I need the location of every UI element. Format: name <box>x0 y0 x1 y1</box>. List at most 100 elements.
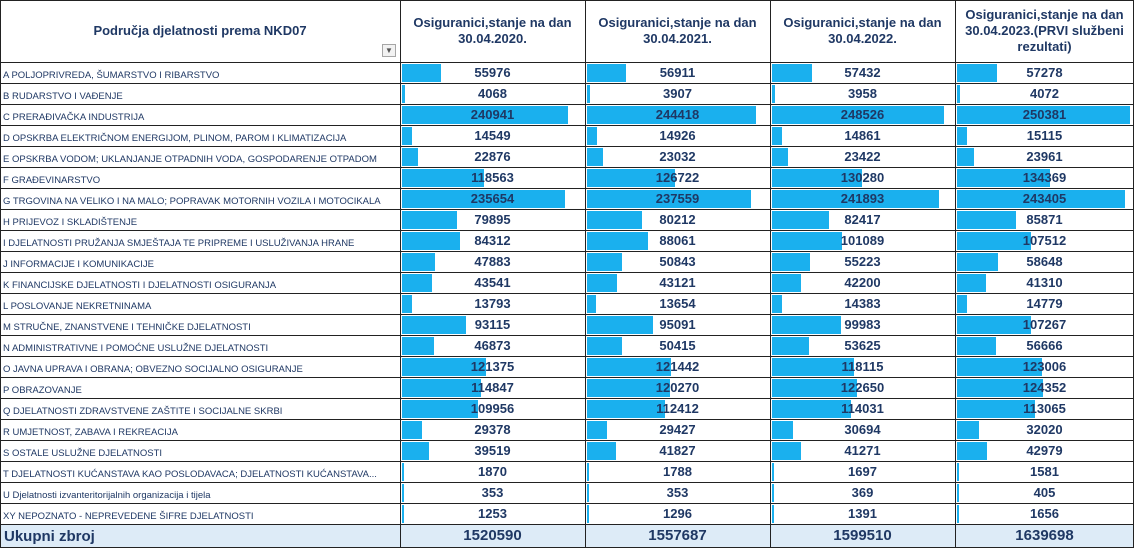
grid-line <box>0 398 1134 399</box>
data-value: 353 <box>481 485 504 500</box>
data-value: 95091 <box>659 317 696 332</box>
data-value: 53625 <box>844 338 881 353</box>
data-value: 15115 <box>1026 128 1063 143</box>
data-bar <box>957 337 996 355</box>
data-bar <box>957 379 1043 397</box>
column-header-2: Osiguranici,stanje na dan 30.04.2021. <box>598 15 757 46</box>
data-value: 57432 <box>844 65 881 80</box>
data-bar <box>957 295 967 313</box>
data-bar <box>587 253 622 271</box>
data-value: 3907 <box>663 86 692 101</box>
data-bar <box>402 400 478 418</box>
data-bar <box>772 253 810 271</box>
grid-line <box>0 167 1134 168</box>
data-bar <box>402 85 405 103</box>
data-bar <box>587 148 603 166</box>
total-value: 1599510 <box>833 527 892 544</box>
data-value: 120270 <box>655 380 700 395</box>
data-value: 118115 <box>841 359 884 374</box>
total-value: 1639698 <box>1015 527 1074 544</box>
data-value: 23032 <box>659 149 696 164</box>
data-bar <box>402 211 457 229</box>
row-label: L POSLOVANJE NEKRETNINAMA <box>3 301 152 312</box>
grid-line <box>770 0 771 548</box>
data-bar <box>587 64 626 82</box>
data-value: 22876 <box>474 149 511 164</box>
data-value: 244418 <box>655 107 700 122</box>
row-label: D OPSKRBA ELEKTRIČNOM ENERGIJOM, PLINOM,… <box>3 133 347 144</box>
row-label: P OBRAZOVANJE <box>3 385 82 396</box>
data-value: 32020 <box>1026 422 1063 437</box>
row-label: T DJELATNOSTI KUĆANSTAVA KAO POSLODAVACA… <box>3 469 377 480</box>
data-bar <box>772 505 774 523</box>
data-bar <box>587 106 756 124</box>
data-bar <box>402 148 418 166</box>
row-label: I DJELATNOSTI PRUŽANJA SMJEŠTAJA TE PRIP… <box>3 238 355 249</box>
data-bar <box>587 169 675 187</box>
grid-line <box>0 524 1134 525</box>
data-bar <box>402 127 412 145</box>
row-label: M STRUČNE, ZNANSTVENE I TEHNIČKE DJELATN… <box>3 322 251 333</box>
grid-line <box>0 146 1134 147</box>
data-bar <box>587 358 671 376</box>
grid-line <box>0 461 1134 462</box>
grid-line <box>0 272 1134 273</box>
data-value: 43541 <box>474 275 511 290</box>
data-value: 80212 <box>659 212 696 227</box>
data-value: 1870 <box>478 464 507 479</box>
data-bar <box>772 190 939 208</box>
data-bar <box>587 190 751 208</box>
data-value: 14861 <box>844 128 881 143</box>
data-bar <box>772 463 774 481</box>
data-value: 109956 <box>470 401 515 416</box>
grid-line <box>0 482 1134 483</box>
data-value: 240941 <box>470 107 515 122</box>
data-value: 23961 <box>1026 149 1063 164</box>
row-label: U Djelatnosti izvanteritorijalnih organi… <box>3 490 211 501</box>
row-label: H PRIJEVOZ I SKLADIŠTENJE <box>3 217 138 228</box>
data-bar <box>402 232 460 250</box>
data-value: 47883 <box>474 254 511 269</box>
data-bar <box>957 316 1031 334</box>
data-bar <box>772 358 854 376</box>
row-label: N ADMINISTRATIVNE I POMOĆNE USLUŽNE DJEL… <box>3 343 269 354</box>
data-value: 42200 <box>844 275 881 290</box>
row-label: B RUDARSTVO I VAĐENJE <box>3 91 123 102</box>
data-bar <box>957 127 967 145</box>
data-bar <box>957 64 997 82</box>
row-label: E OPSKRBA VODOM; UKLANJANJE OTPADNIH VOD… <box>3 154 377 165</box>
grid-line <box>0 251 1134 252</box>
data-bar <box>772 169 862 187</box>
data-value: 93115 <box>474 317 511 332</box>
column-header-3: Osiguranici,stanje na dan 30.04.2022. <box>783 15 942 46</box>
grid-line <box>0 503 1134 504</box>
grid-line <box>0 335 1134 336</box>
data-bar <box>587 379 670 397</box>
data-value: 57278 <box>1026 65 1063 80</box>
filter-dropdown-button[interactable]: ▼ <box>382 44 396 57</box>
data-bar <box>957 274 986 292</box>
data-value: 369 <box>851 485 874 500</box>
column-header-4: Osiguranici,stanje na dan 30.04.2023.(PR… <box>965 7 1124 54</box>
total-row-background <box>0 524 1134 548</box>
data-value: 29378 <box>474 422 511 437</box>
data-bar <box>957 106 1130 124</box>
grid-line <box>0 440 1134 441</box>
data-value: 85871 <box>1026 212 1063 227</box>
data-bar <box>957 211 1016 229</box>
data-value: 1788 <box>663 464 692 479</box>
data-bar <box>772 127 782 145</box>
data-bar <box>772 484 774 502</box>
data-value: 405 <box>1033 485 1056 500</box>
data-value: 1253 <box>478 506 507 521</box>
data-bar <box>772 379 857 397</box>
data-value: 101089 <box>840 233 885 248</box>
data-value: 42979 <box>1026 443 1063 458</box>
data-value: 353 <box>666 485 689 500</box>
data-bar <box>772 337 809 355</box>
data-value: 84312 <box>474 233 511 248</box>
data-bar <box>402 484 404 502</box>
data-value: 56666 <box>1026 338 1063 353</box>
data-bar <box>402 358 486 376</box>
